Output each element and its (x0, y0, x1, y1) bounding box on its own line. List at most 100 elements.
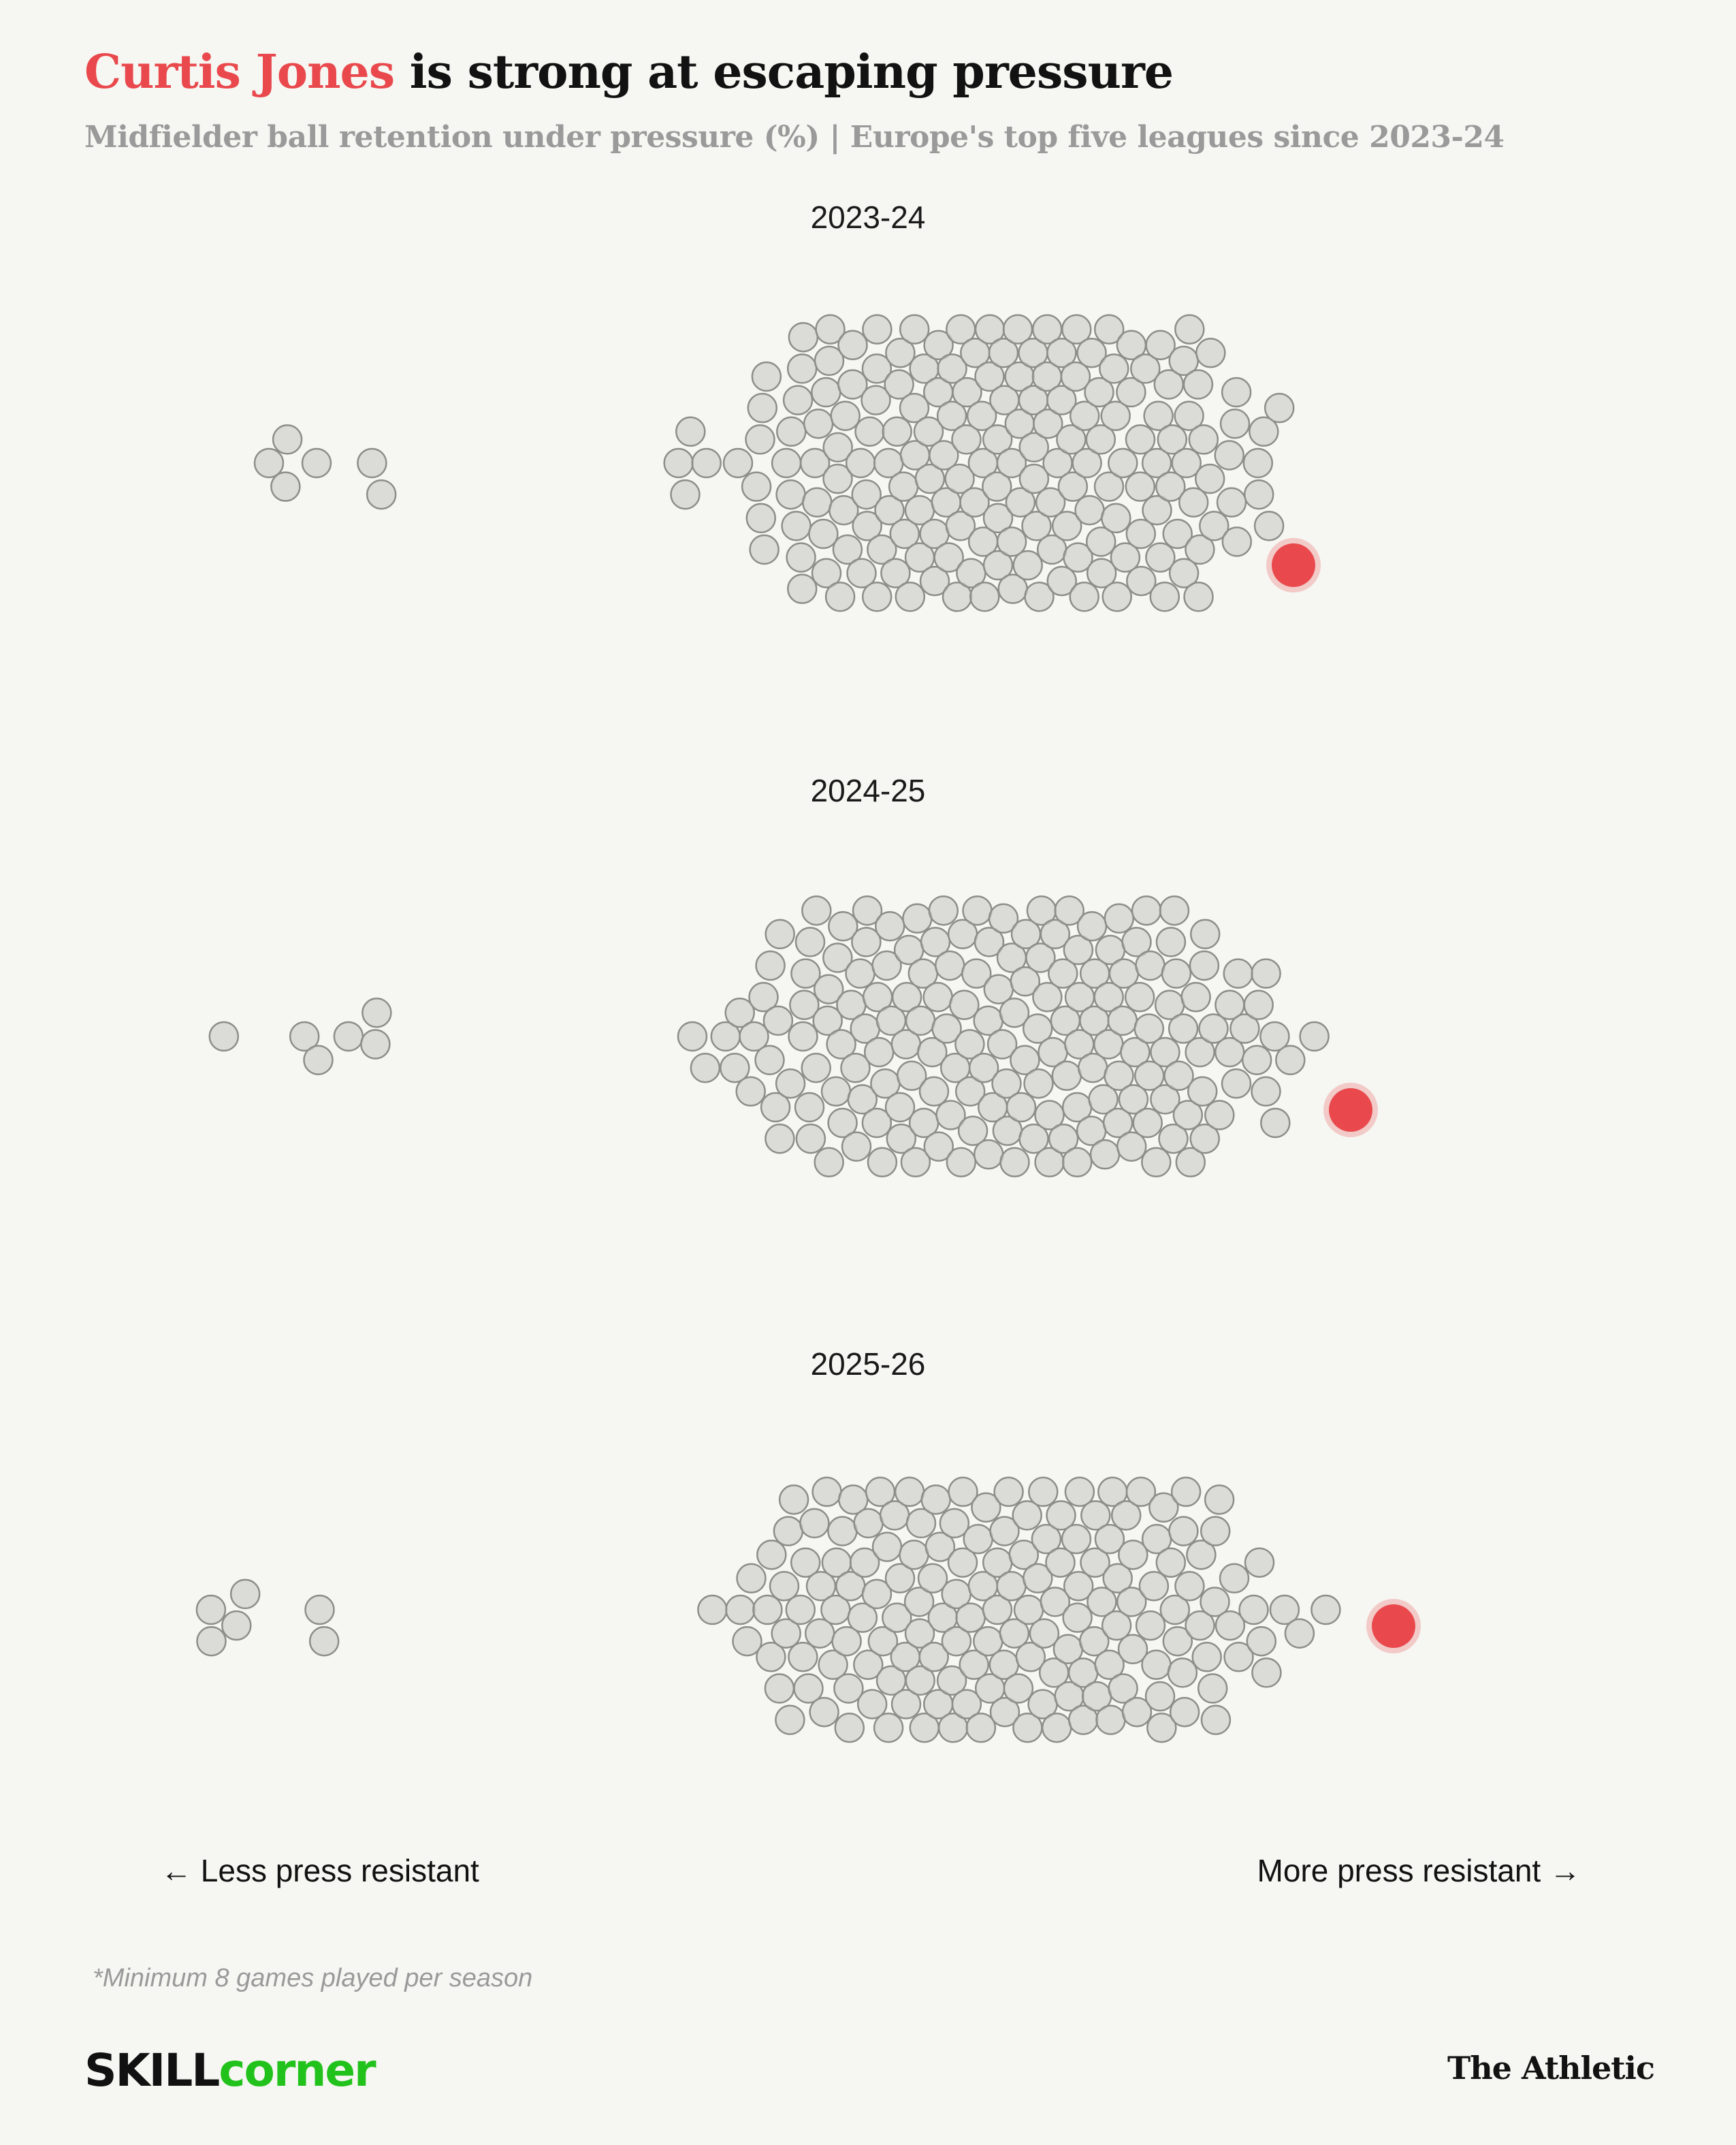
player-dot (1086, 558, 1117, 588)
player-dot (1102, 582, 1132, 612)
player-dot (1183, 582, 1214, 612)
skillcorner-logo: SKILLcorner (84, 2044, 376, 2097)
player-dot (1200, 1587, 1230, 1617)
player-dot (735, 1076, 766, 1107)
player-dot (1018, 1123, 1049, 1154)
player-dot (905, 1005, 936, 1036)
player-dot (776, 416, 807, 447)
player-dot (1060, 361, 1091, 392)
player-dot (769, 1571, 800, 1602)
player-dot (745, 424, 775, 455)
player-dot (822, 432, 853, 463)
player-dot (811, 377, 841, 408)
player-dot (1221, 1068, 1252, 1099)
player-dot (1010, 1045, 1040, 1075)
player-dot (944, 463, 975, 494)
player-dot (1148, 1492, 1179, 1523)
player-dot (1275, 1045, 1306, 1075)
player-dot (751, 361, 782, 392)
player-dot (1056, 424, 1087, 455)
player-dot (1094, 1523, 1125, 1555)
player-dot (1244, 1547, 1275, 1578)
player-dot (762, 1005, 794, 1036)
player-dot (333, 1021, 364, 1052)
player-dot (1260, 1107, 1291, 1139)
player-dot (861, 385, 891, 415)
player-dot (814, 345, 845, 377)
player-dot (923, 330, 954, 361)
player-dot (1251, 1076, 1281, 1107)
player-dot (1125, 1476, 1157, 1508)
player-dot (1102, 1563, 1133, 1594)
player-dot (937, 353, 967, 384)
player-dot (1221, 377, 1252, 408)
player-dot (899, 1539, 929, 1570)
player-dot (989, 1696, 1020, 1728)
player-dot (1191, 1642, 1222, 1672)
player-dot (1110, 1500, 1142, 1531)
player-dot (882, 1602, 912, 1633)
player-dot (827, 1516, 858, 1546)
season-panel-2025-26: 2025-26 (195, 1346, 1421, 1743)
player-dot (1188, 424, 1219, 455)
player-dot (829, 495, 859, 526)
player-dot (1048, 958, 1078, 989)
player-dot (775, 1704, 805, 1735)
player-dot (1015, 1642, 1046, 1672)
footnote: *Minimum 8 games played per season (93, 1964, 533, 1992)
player-dot (1145, 542, 1176, 573)
player-dot (1185, 1036, 1215, 1068)
player-dot (920, 1484, 951, 1515)
player-dot (1145, 330, 1176, 361)
player-dot (1135, 950, 1166, 981)
player-dot (1155, 471, 1186, 502)
player-dot (889, 518, 920, 550)
player-dot (831, 1625, 862, 1657)
player-dot (1018, 432, 1049, 463)
player-dot (1183, 369, 1214, 400)
player-dot (195, 1594, 227, 1625)
player-dot (923, 1131, 954, 1162)
player-dot (208, 1021, 240, 1052)
player-dot (1143, 400, 1174, 431)
player-dot (785, 1594, 816, 1625)
player-dot (1195, 338, 1226, 368)
player-dot (939, 1508, 970, 1539)
player-dot (841, 1131, 872, 1162)
player-dot (982, 424, 1013, 455)
player-dot (1022, 1013, 1053, 1044)
player-dot (756, 1642, 786, 1672)
player-dot (837, 330, 868, 361)
player-dot (790, 1547, 821, 1578)
player-dot (982, 1594, 1013, 1625)
player-dot (1107, 1005, 1138, 1036)
player-dot (1170, 1476, 1202, 1508)
player-dot (935, 1100, 966, 1130)
player-dot (974, 927, 1005, 957)
player-dot (1010, 966, 1041, 997)
player-dot (795, 1123, 826, 1154)
player-dot (847, 1602, 878, 1633)
player-dot (1046, 1500, 1076, 1531)
player-dot (301, 447, 332, 479)
player-dot (1132, 1107, 1163, 1139)
player-dot (837, 369, 868, 400)
the-athletic-logo: The Athletic (1447, 2050, 1655, 2086)
player-dot (1311, 1594, 1341, 1625)
player-dot (1174, 314, 1205, 345)
player-dot (899, 314, 930, 345)
player-dot (1046, 338, 1077, 368)
player-dot (941, 1625, 972, 1657)
player-dot (832, 534, 863, 565)
player-dot (903, 1587, 935, 1617)
player-dot (969, 582, 1000, 612)
player-dot (966, 400, 997, 431)
player-dot (884, 369, 914, 400)
player-dot (928, 895, 959, 926)
player-dot (845, 447, 876, 479)
player-dot (1189, 950, 1220, 981)
player-dot (959, 1649, 989, 1681)
player-dot (1198, 1013, 1229, 1044)
player-dot (1142, 495, 1172, 526)
player-dot (229, 1578, 261, 1610)
